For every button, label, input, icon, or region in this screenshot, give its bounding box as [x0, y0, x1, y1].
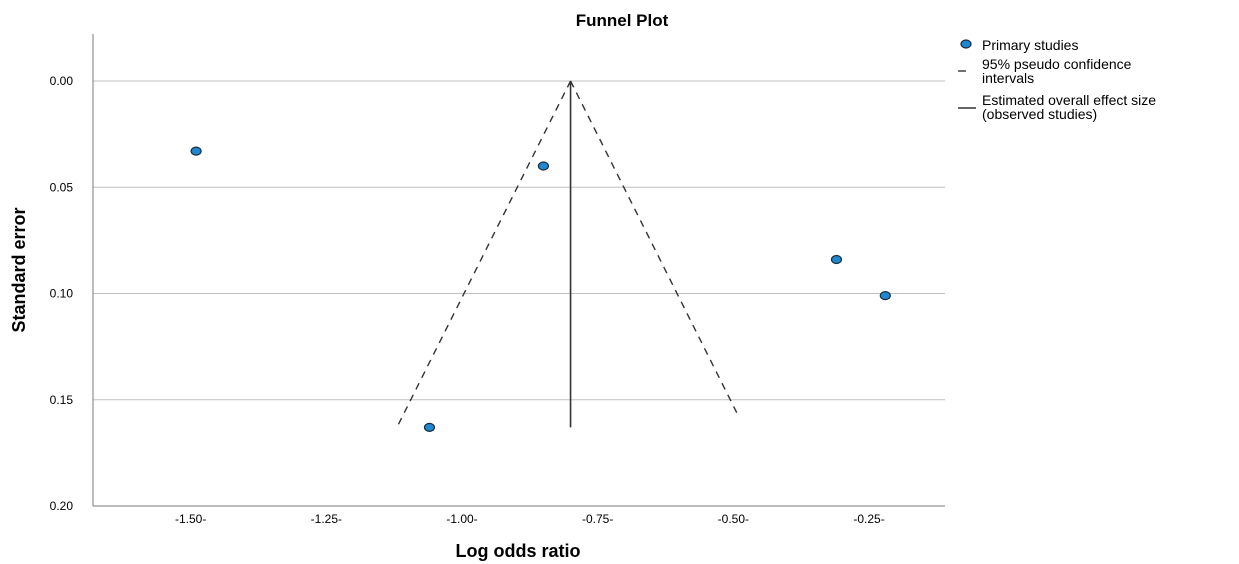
legend-label: 95% pseudo confidence: [982, 56, 1132, 72]
legend-label: (observed studies): [982, 106, 1097, 122]
primary-study-point: [537, 161, 550, 171]
x-axis-title: Log odds ratio: [456, 541, 581, 561]
primary-study-point: [190, 146, 202, 156]
axes: [92, 34, 945, 507]
y-axis-title: Standard error: [9, 207, 29, 332]
x-tick-label: -1.00-: [446, 512, 477, 526]
legend-marker-icon: [960, 39, 972, 49]
primary-study-point: [423, 422, 436, 432]
legend-label: Estimated overall effect size: [982, 92, 1156, 108]
legend-label: intervals: [982, 70, 1034, 86]
gridlines: [93, 80, 945, 401]
y-tick-label: 0.15: [50, 393, 74, 407]
x-tick-label: -1.25-: [311, 512, 342, 526]
y-tick-label: 0.20: [50, 499, 74, 513]
primary-study-point: [879, 291, 891, 301]
data-points: [190, 146, 891, 432]
x-tick-label: -0.75-: [582, 512, 613, 526]
x-tick-label: -1.50-: [175, 512, 206, 526]
x-tick-label: -0.50-: [718, 512, 749, 526]
y-tick-label: 0.00: [50, 74, 74, 88]
x-tick-labels: -1.50- -1.25- -1.00- -0.75- -0.50- -0.25-: [175, 512, 885, 526]
legend: Primary studies 95% pseudo confidenceinte…: [958, 37, 1156, 122]
y-tick-label: 0.05: [50, 180, 74, 194]
primary-study-point: [830, 254, 843, 265]
plot-lines: [396, 80, 740, 428]
legend-label: Primary studies: [982, 37, 1078, 53]
pseudo-ci-right-line: [569, 80, 740, 418]
chart-title: Funnel Plot: [576, 11, 669, 30]
y-tick-labels: 0.00 0.05 0.10 0.15 0.20: [50, 74, 74, 513]
y-tick-label: 0.10: [50, 287, 74, 301]
x-tick-label: -0.25-: [853, 512, 884, 526]
pseudo-ci-left-line: [396, 80, 572, 428]
